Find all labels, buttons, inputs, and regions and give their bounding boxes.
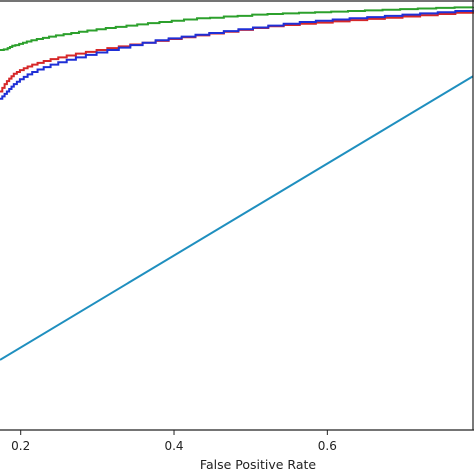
- x-tick-label: 0.4: [164, 439, 183, 453]
- x-tick-label: 0.2: [11, 439, 30, 453]
- roc-series-line-4: [0, 75, 474, 361]
- axis-layer: [0, 0, 474, 431]
- x-axis-label: False Positive Rate: [200, 457, 316, 472]
- roc-series-line-1: [0, 6, 474, 52]
- roc-series-line-3: [0, 9, 474, 100]
- series-layer: [0, 6, 474, 361]
- tick-layer: 0.2 0.4 0.6: [11, 430, 337, 453]
- x-tick-label: 0.6: [318, 439, 337, 453]
